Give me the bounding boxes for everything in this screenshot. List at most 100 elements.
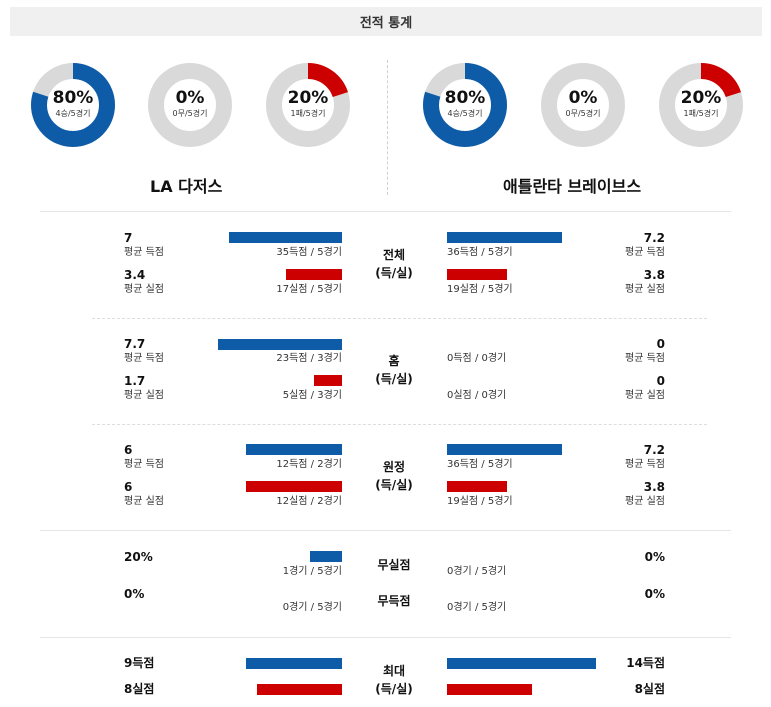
donut-track [541, 63, 625, 147]
section-label-home: 홈 [388, 354, 400, 368]
donut-percent: 80% [444, 88, 486, 108]
home-avg-scored-label: 평균 득점 [124, 459, 164, 470]
away-scored-bar-text: 0득점 / 0경기 [447, 353, 507, 364]
header-title: 전적 통계 [359, 16, 413, 31]
stats-header: 전적 통계 [10, 7, 762, 36]
donut-track [148, 63, 232, 147]
donut-arc [31, 63, 115, 147]
away-avg-scored-value: 7.2 [643, 231, 665, 245]
home-scoreless-value: 0% [124, 587, 145, 601]
donut-percent: 20% [680, 88, 722, 108]
home-avg-allowed-label: 평균 실점 [124, 390, 164, 401]
donut-percent: 80% [52, 88, 94, 108]
away-avg-allowed-value: 0 [656, 374, 665, 388]
home-shutout-bar-text: 1경기 / 5경기 [282, 566, 342, 577]
home-loss-donut: 20% 1패/5경기 [266, 63, 350, 147]
home-avg-allowed-value: 3.4 [124, 268, 146, 282]
away-avg-allowed-value: 3.8 [643, 480, 665, 494]
home-team-name: LA 다저스 [150, 177, 223, 196]
home-allowed-bar-text: 5실점 / 3경기 [282, 390, 342, 401]
home-allowed-bar-text: 17실점 / 5경기 [276, 284, 342, 295]
home-scored-bar-text: 35득점 / 5경기 [276, 247, 342, 258]
away-scored-bar [447, 444, 562, 455]
home-allowed-bar [286, 269, 342, 280]
divider [92, 424, 707, 425]
section-label-overall: 전체 [382, 248, 406, 262]
away-scored-bar [447, 232, 562, 243]
home-avg-scored-label: 평균 득점 [124, 353, 164, 364]
away-max-allowed-value: 8실점 [634, 682, 665, 696]
away-avg-allowed-label: 평균 실점 [625, 390, 665, 401]
donut-percent: 0% [175, 88, 205, 108]
home-allowed-bar [246, 481, 342, 492]
home-max-scored-bar [246, 658, 342, 669]
section-label-max: 최대 [382, 664, 406, 678]
home-shutout-value: 20% [124, 550, 153, 564]
away-draw-donut: 0% 0무/5경기 [541, 63, 625, 147]
away-max-allowed-bar [447, 684, 532, 695]
away-avg-allowed-label: 평균 실점 [625, 496, 665, 507]
away-max-scored-value: 14득점 [626, 656, 665, 670]
donut-arc [659, 63, 743, 147]
divider [40, 211, 731, 212]
away-team-name: 애틀란타 브레이브스 [503, 177, 642, 196]
donut-subtext: 4승/5경기 [447, 109, 483, 118]
home-allowed-bar-text: 12실점 / 2경기 [276, 496, 342, 507]
home-max-allowed-value: 8실점 [124, 682, 155, 696]
donut-subtext: 0무/5경기 [172, 109, 208, 118]
away-win-donut: 80% 4승/5경기 [423, 63, 507, 147]
home-avg-allowed-value: 6 [124, 480, 133, 494]
away-allowed-bar [447, 269, 507, 280]
divider [40, 637, 731, 638]
away-scoreless-bar-text: 0경기 / 5경기 [447, 602, 507, 613]
away-allowed-bar-text: 19실점 / 5경기 [447, 496, 513, 507]
home-avg-allowed-value: 1.7 [124, 374, 146, 388]
section-label-scoreless: 무득점 [377, 594, 411, 608]
away-avg-scored-value: 7.2 [643, 443, 665, 457]
team-divider [387, 60, 388, 195]
home-avg-scored-value: 7.7 [124, 337, 146, 351]
away-loss-donut: 20% 1패/5경기 [659, 63, 743, 147]
home-scored-bar-text: 23득점 / 3경기 [276, 353, 342, 364]
away-allowed-bar-text: 19실점 / 5경기 [447, 284, 513, 295]
away-avg-allowed-value: 3.8 [643, 268, 665, 282]
away-avg-scored-label: 평균 득점 [625, 353, 665, 364]
home-draw-donut: 0% 0무/5경기 [148, 63, 232, 147]
home-max-scored-value: 9득점 [124, 656, 155, 670]
section-label-away: 원정 [382, 460, 406, 474]
away-avg-allowed-label: 평균 실점 [625, 284, 665, 295]
donut-subtext: 0무/5경기 [565, 109, 601, 118]
donut-arc [266, 63, 350, 147]
home-avg-scored-value: 6 [124, 443, 133, 457]
section-sublabel-away: (득/실) [375, 478, 413, 492]
home-scored-bar [229, 232, 342, 243]
section-sublabel-max: (득/실) [375, 682, 413, 696]
donut-percent: 20% [287, 88, 329, 108]
donut-percent: 0% [568, 88, 598, 108]
away-allowed-bar [447, 481, 507, 492]
home-scored-bar [246, 444, 342, 455]
home-avg-allowed-label: 평균 실점 [124, 496, 164, 507]
home-scoreless-bar-text: 0경기 / 5경기 [282, 602, 342, 613]
away-avg-scored-label: 평균 득점 [625, 247, 665, 258]
away-shutout-value: 0% [644, 550, 665, 564]
away-scoreless-value: 0% [644, 587, 665, 601]
home-win-donut: 80% 4승/5경기 [31, 63, 115, 147]
donut-subtext: 1패/5경기 [290, 109, 326, 118]
divider [92, 318, 707, 319]
divider [40, 530, 731, 531]
away-allowed-bar-text: 0실점 / 0경기 [447, 390, 507, 401]
home-max-allowed-bar [257, 684, 342, 695]
away-avg-scored-label: 평균 득점 [625, 459, 665, 470]
section-sublabel-overall: (득/실) [375, 266, 413, 280]
donut-subtext: 1패/5경기 [683, 109, 719, 118]
away-avg-scored-value: 0 [656, 337, 665, 351]
home-avg-scored-label: 평균 득점 [124, 247, 164, 258]
home-avg-allowed-label: 평균 실점 [124, 284, 164, 295]
home-scored-bar-text: 12득점 / 2경기 [276, 459, 342, 470]
away-scored-bar-text: 36득점 / 5경기 [447, 247, 513, 258]
away-scored-bar-text: 36득점 / 5경기 [447, 459, 513, 470]
home-allowed-bar [314, 375, 342, 386]
donut-subtext: 4승/5경기 [55, 109, 91, 118]
home-avg-scored-value: 7 [124, 231, 133, 245]
